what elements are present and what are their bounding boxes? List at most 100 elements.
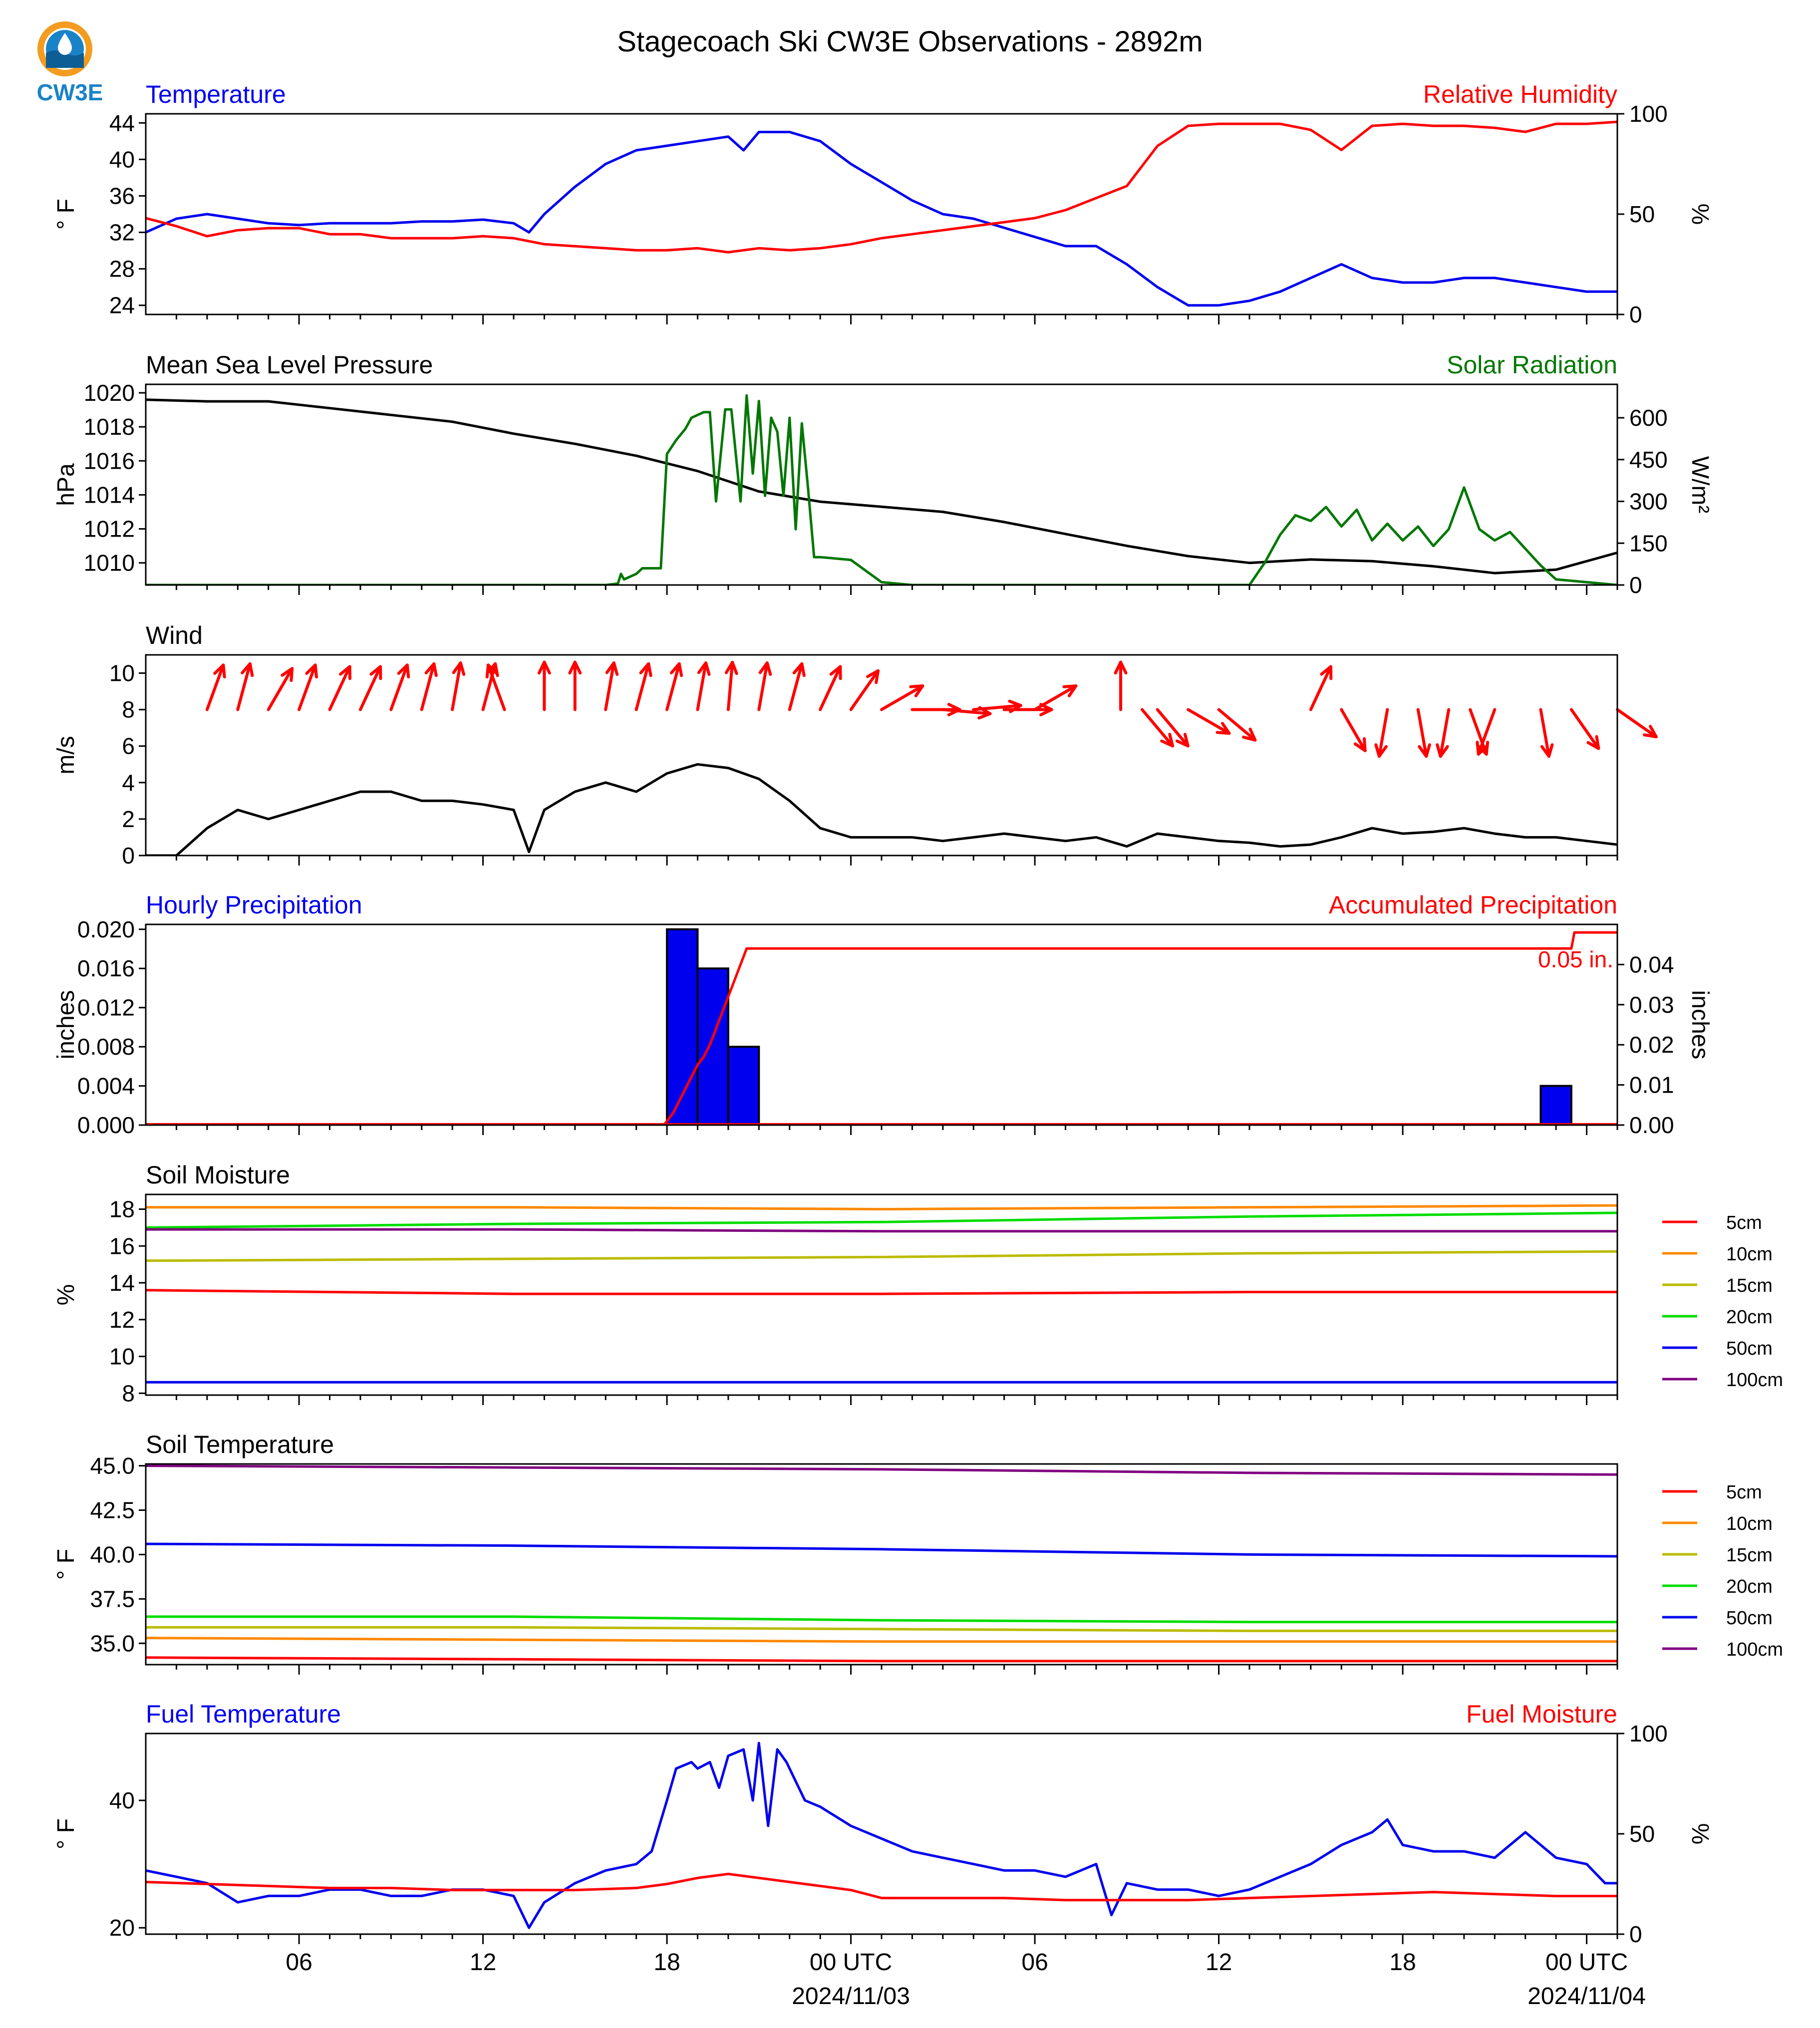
legend-label: 15cm xyxy=(1726,1545,1773,1566)
panel-temperature_rh: Temperature Relative Humidity 44 40 36 32 28 24… xyxy=(53,80,1713,327)
wind-arrow xyxy=(634,662,652,711)
legend-label: 15cm xyxy=(1726,1275,1773,1296)
panel-title-left: Soil Temperature xyxy=(146,1431,334,1458)
y-tick-label-left: 12 xyxy=(109,1307,135,1333)
wind-arrow xyxy=(1476,708,1497,756)
series-mean-sea-level-pressure xyxy=(146,398,1617,575)
y-tick-label-left: 24 xyxy=(109,292,135,318)
y-tick-label-right: 0.04 xyxy=(1629,951,1674,977)
wind-arrow xyxy=(696,661,711,711)
wind-arrow xyxy=(1416,708,1431,758)
y-tick-label-left: 40.0 xyxy=(90,1541,135,1567)
y-tick-label-left: 40 xyxy=(109,1787,135,1813)
wind-arrow xyxy=(236,662,254,711)
y-tick-label-left: 0.012 xyxy=(77,995,135,1021)
y-tick-label-right: 0 xyxy=(1629,301,1642,327)
y-tick-label-left: 14 xyxy=(109,1270,135,1296)
panel-frame xyxy=(145,383,1618,586)
series-fuel-moisture xyxy=(146,1872,1617,1902)
y-tick-label-left: 36 xyxy=(109,183,135,209)
wind-arrow xyxy=(788,662,806,711)
y-tick-label-left: 35.0 xyxy=(90,1630,135,1656)
panel-frame xyxy=(145,113,1618,315)
y-tick-label-right: 100 xyxy=(1629,101,1668,127)
cw3e-logo: CW3E xyxy=(20,20,110,105)
x-tick-label: 06 xyxy=(1021,1949,1048,1976)
panel-title-right: Fuel Moisture xyxy=(1466,1700,1617,1728)
y-tick-label-right: 0.03 xyxy=(1629,992,1674,1018)
series-10cm xyxy=(146,1204,1617,1210)
y-axis-label-left: inches xyxy=(53,990,79,1060)
y-tick-label-left: 10 xyxy=(109,1344,135,1370)
series-accumulated-precipitation xyxy=(146,931,1617,1125)
y-tick-label-left: 45.0 xyxy=(90,1453,135,1479)
y-tick-label-right: 100 xyxy=(1629,1721,1668,1746)
x-date-label: 2024/11/03 xyxy=(792,1983,910,2010)
plot-area xyxy=(146,120,1617,307)
precip-total-annotation: 0.05 in. xyxy=(1538,946,1613,972)
wind-arrow xyxy=(1340,708,1367,752)
cw3e-logo-icon xyxy=(37,21,92,76)
legend-label: 5cm xyxy=(1726,1212,1762,1233)
wind-arrow xyxy=(1114,660,1128,711)
legend-label: 50cm xyxy=(1726,1338,1773,1359)
wind-arrow xyxy=(1616,708,1658,739)
y-tick-label-right: 0.01 xyxy=(1629,1072,1674,1098)
panel-soil_moisture: Soil Moisture 18 16 14 12 10 8% 5cm 10cm 15cm 20cm… xyxy=(53,1161,1783,1406)
y-tick-label-left: 0 xyxy=(122,843,135,869)
panel-soil_temperature: Soil Temperature 45.0 42.5 40.0 37.5 35.0 ° F 5… xyxy=(53,1431,1783,1675)
x-date-label: 2024/11/04 xyxy=(1527,1983,1646,2010)
wind-arrow xyxy=(358,665,382,711)
wind-arrow xyxy=(1187,708,1231,735)
wind-arrow xyxy=(1309,665,1333,711)
panel-frame xyxy=(145,1463,1618,1666)
y-tick-label-left: 20 xyxy=(109,1915,135,1941)
legend-label: 5cm xyxy=(1726,1482,1762,1503)
panel-title-left: Fuel Temperature xyxy=(146,1700,341,1728)
y-axis-label-right: % xyxy=(1687,204,1713,225)
panel-title-right: Relative Humidity xyxy=(1423,80,1617,108)
wind-arrow xyxy=(205,663,226,711)
y-tick-label-right: 300 xyxy=(1629,489,1668,515)
y-axis-label-left: m/s xyxy=(53,736,79,774)
panel-wind: Wind 10 8 6 4 2 0 m/s xyxy=(53,621,1658,869)
series-temperature xyxy=(146,131,1617,307)
wind-arrow xyxy=(604,661,619,711)
wind-arrow xyxy=(267,667,294,711)
panel-title-right: Accumulated Precipitation xyxy=(1329,891,1617,919)
series-100cm xyxy=(146,1464,1617,1476)
panel-pressure_solar: Mean Sea Level Pressure Solar Radiation 10… xyxy=(53,351,1713,598)
panel-fuel: Fuel Temperature Fuel Moisture 40 20 ° F 100 5… xyxy=(53,1700,1713,2010)
plot-area xyxy=(146,928,1617,1125)
legend-label: 100cm xyxy=(1726,1370,1783,1391)
panel-precipitation: Hourly Precipitation Accumulated Precipit… xyxy=(53,891,1713,1138)
y-tick-label-left: 10 xyxy=(109,660,135,686)
y-tick-label-left: 8 xyxy=(122,697,135,723)
x-tick-label: 18 xyxy=(1389,1949,1416,1976)
plot-area xyxy=(146,394,1617,585)
y-tick-label-left: 1012 xyxy=(84,516,135,542)
wind-arrow xyxy=(880,684,924,711)
y-tick-label-left: 8 xyxy=(122,1380,135,1406)
y-tick-label-left: 16 xyxy=(109,1233,135,1259)
y-tick-label-left: 1010 xyxy=(84,550,135,576)
y-tick-label-left: 6 xyxy=(122,733,135,759)
plot-area xyxy=(146,1204,1617,1384)
y-tick-label-right: 50 xyxy=(1629,1821,1655,1847)
wind-arrow xyxy=(1033,684,1078,711)
y-axis-label-right: inches xyxy=(1687,990,1713,1060)
y-tick-label-right: 50 xyxy=(1629,201,1655,227)
y-tick-label-left: 32 xyxy=(109,220,135,246)
cw3e-logo-text: CW3E xyxy=(36,79,103,105)
x-tick-label: 18 xyxy=(653,1949,680,1976)
y-tick-label-left: 44 xyxy=(109,110,135,136)
y-tick-label-right: 0.02 xyxy=(1629,1032,1674,1058)
panel-title-left: Soil Moisture xyxy=(146,1161,290,1189)
y-tick-label-left: 0.016 xyxy=(77,955,135,981)
wind-arrow xyxy=(1156,708,1190,748)
series-20cm xyxy=(146,1211,1617,1229)
legend-label: 20cm xyxy=(1726,1576,1773,1597)
wind-arrow xyxy=(1141,708,1175,748)
series-100cm xyxy=(146,1228,1617,1233)
wind-arrow xyxy=(298,663,318,711)
